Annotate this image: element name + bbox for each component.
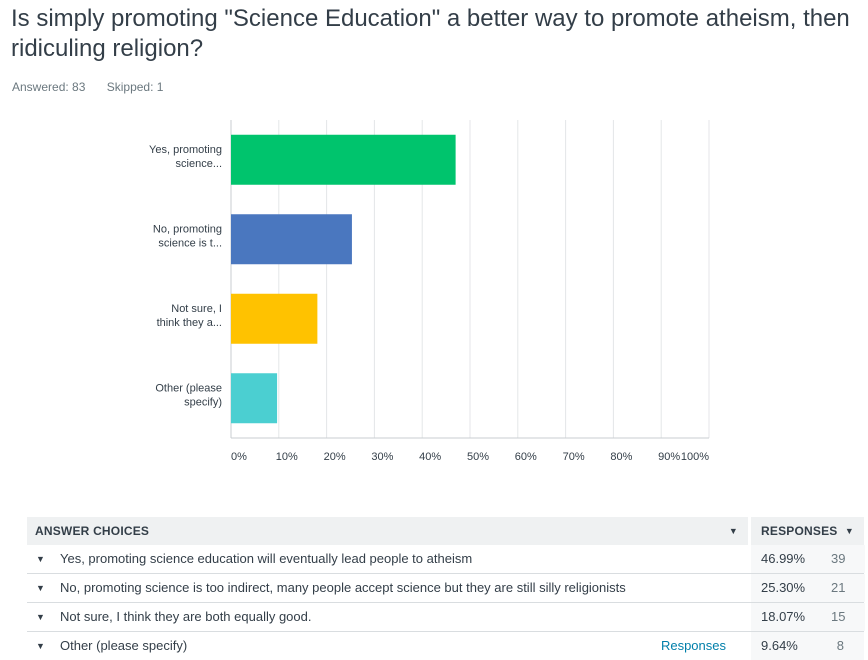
bar-chart: Yes, promoting science... No, promoting sci… (149, 120, 710, 463)
response-percent: 9.64% (761, 638, 798, 653)
x-tick-label: 90% (658, 451, 680, 463)
response-stats: Answered: 83 Skipped: 1 (12, 80, 181, 94)
bar[interactable] (231, 373, 278, 424)
sort-caret-icon[interactable]: ▼ (844, 526, 854, 536)
bar[interactable] (231, 134, 456, 185)
x-tick-label: 50% (467, 451, 489, 463)
table-row: ▼ Not sure, I think they are both equall… (27, 603, 866, 632)
answer-choice-cell: ▼ Yes, promoting science education will … (27, 545, 748, 573)
x-tick-label: 20% (324, 451, 346, 463)
category-label: Other (please specify) (155, 382, 222, 408)
response-count: 8 (836, 638, 844, 653)
answer-choice-cell: ▼ Other (please specify) Responses (27, 632, 748, 660)
responses-cell: 46.99% 39 (748, 545, 866, 573)
response-percent: 18.07% (761, 609, 806, 624)
responses-cell: 9.64% 8 (748, 632, 864, 660)
x-tick-label: 40% (419, 451, 441, 463)
question-title: Is simply promoting "Science Education" … (11, 5, 850, 62)
x-tick-label: 0% (231, 451, 247, 463)
answer-choice-text: Other (please specify) (60, 638, 188, 653)
chart-bars (231, 134, 456, 424)
answered-count: Answered: 83 (12, 80, 86, 94)
category-label: No, promoting science is t... (153, 223, 222, 249)
x-tick-label: 80% (610, 451, 632, 463)
table-body: ▼ Yes, promoting science education will … (27, 545, 866, 660)
category-labels: Yes, promoting science... No, promoting sci… (149, 144, 222, 409)
response-count: 21 (831, 580, 846, 595)
expand-caret-icon[interactable]: ▼ (36, 554, 45, 564)
response-count: 15 (831, 609, 846, 624)
bar[interactable] (231, 293, 318, 344)
expand-caret-icon[interactable]: ▼ (36, 641, 45, 651)
responses-cell: 25.30% 21 (748, 574, 866, 602)
response-percent: 25.30% (761, 580, 806, 595)
bar[interactable] (231, 214, 352, 265)
answer-choices-header[interactable]: ANSWER CHOICES ▼ (27, 517, 748, 545)
x-tick-label: 70% (563, 451, 585, 463)
table-header: ANSWER CHOICES ▼ RESPONSES ▼ (27, 517, 864, 545)
answer-choice-text: Yes, promoting science education will ev… (60, 551, 473, 566)
skipped-count: Skipped: 1 (106, 80, 164, 94)
answer-choices-header-label: ANSWER CHOICES (35, 524, 150, 538)
tick-labels: 0% 10% 20% 30% 40% 50% 60% 70% 80% 90% 100% (231, 451, 709, 463)
answer-choice-cell: ▼ No, promoting science is too indirect,… (27, 574, 748, 602)
responses-cell: 18.07% 15 (748, 603, 866, 631)
response-count: 39 (831, 551, 846, 566)
answer-choice-cell: ▼ Not sure, I think they are both equall… (27, 603, 748, 631)
responses-header[interactable]: RESPONSES ▼ (748, 517, 864, 545)
sort-caret-icon[interactable]: ▼ (728, 526, 738, 536)
table-row: ▼ Yes, promoting science education will … (27, 545, 866, 574)
responses-link[interactable]: Responses (660, 638, 726, 653)
x-tick-label: 10% (276, 451, 298, 463)
answer-choice-text: Not sure, I think they are both equally … (60, 609, 312, 624)
answer-choice-text: No, promoting science is too indirect, m… (60, 580, 626, 595)
x-tick-label: 30% (371, 451, 393, 463)
x-tick-label: 60% (515, 451, 537, 463)
response-percent: 46.99% (761, 551, 806, 566)
expand-caret-icon[interactable]: ▼ (36, 612, 45, 622)
category-label: Yes, promoting science... (149, 144, 222, 170)
answer-table: ANSWER CHOICES ▼ RESPONSES ▼ ▼ Yes, prom… (27, 517, 866, 660)
responses-header-label: RESPONSES (761, 524, 838, 538)
expand-caret-icon[interactable]: ▼ (36, 583, 45, 593)
x-tick-label: 100% (681, 451, 709, 463)
table-row: ▼ No, promoting science is too indirect,… (27, 574, 866, 603)
table-row: ▼ Other (please specify) Responses 9.64%… (27, 632, 864, 660)
